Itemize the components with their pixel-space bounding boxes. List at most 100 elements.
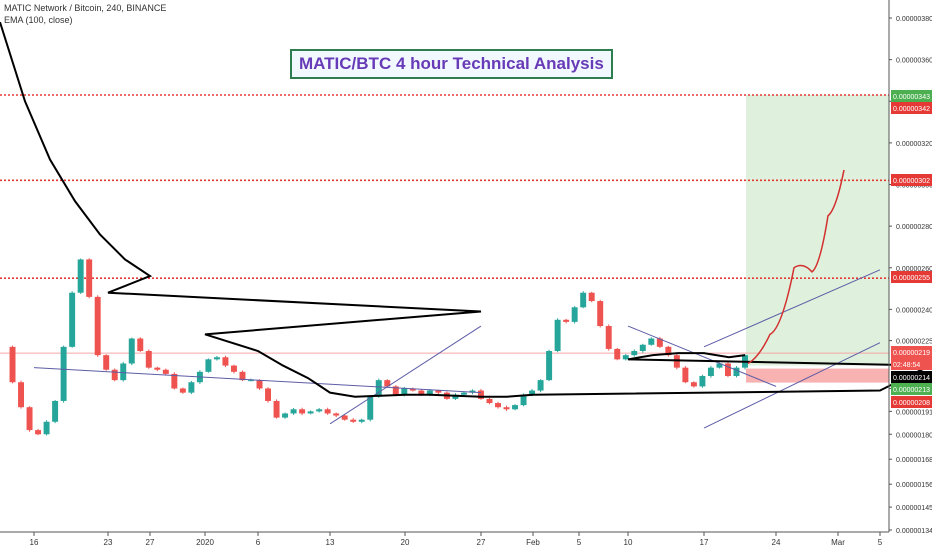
projection-path bbox=[747, 169, 845, 365]
candle-body bbox=[188, 382, 195, 393]
x-tick-label: 5 bbox=[577, 538, 582, 547]
candle-body bbox=[563, 319, 570, 322]
candle-body bbox=[205, 359, 212, 372]
candle-body bbox=[333, 413, 340, 416]
candle-body bbox=[9, 346, 16, 383]
candle-body bbox=[265, 388, 272, 401]
candle-body bbox=[26, 407, 33, 431]
candle-body bbox=[94, 296, 101, 356]
candle-body bbox=[409, 388, 416, 391]
candle-body bbox=[401, 388, 408, 395]
candle-body bbox=[239, 371, 246, 381]
candle-body bbox=[520, 394, 527, 406]
candle-body bbox=[435, 390, 442, 393]
trendline bbox=[703, 342, 881, 429]
candle-body bbox=[503, 407, 510, 410]
candle-body bbox=[571, 307, 578, 322]
x-tick-label: 10 bbox=[624, 538, 633, 547]
y-tick-label: 0.00000300 bbox=[896, 183, 932, 190]
x-tick-label: 13 bbox=[326, 538, 335, 547]
y-tick-label: 0.00000240 bbox=[896, 307, 932, 314]
trendline bbox=[703, 269, 881, 348]
candle-body bbox=[256, 380, 263, 389]
candle-body bbox=[452, 394, 459, 399]
candle-body bbox=[154, 367, 161, 370]
candle-body bbox=[495, 403, 501, 408]
x-tick-label: Feb bbox=[526, 538, 540, 547]
candle-body bbox=[43, 421, 50, 435]
y-tick-label: 0.00000360 bbox=[896, 58, 932, 65]
candle-body bbox=[537, 380, 544, 391]
candle-body bbox=[375, 380, 382, 397]
chart-legend: MATIC Network / Bitcoin, 240, BINANCE EM… bbox=[4, 2, 166, 26]
candle-body bbox=[145, 351, 152, 368]
y-tick-label: 0.00000191 bbox=[896, 409, 932, 416]
candle-body bbox=[580, 292, 587, 308]
candle-body bbox=[673, 355, 680, 368]
candle-body bbox=[350, 419, 357, 422]
x-tick-label: 16 bbox=[30, 538, 39, 547]
candle-body bbox=[469, 390, 476, 393]
candle-body bbox=[341, 415, 348, 420]
chart-title: MATIC/BTC 4 hour Technical Analysis bbox=[290, 49, 613, 79]
candle-body bbox=[69, 292, 76, 347]
y-tick-label: 0.00000134 bbox=[896, 528, 932, 535]
x-tick-label: Mar bbox=[831, 538, 845, 547]
price-label-box bbox=[891, 346, 932, 358]
symbol-info: MATIC Network / Bitcoin, 240, BINANCE bbox=[4, 3, 167, 13]
candle-body bbox=[724, 363, 731, 376]
y-tick-label: 0.00000180 bbox=[896, 432, 932, 439]
candle-body bbox=[282, 413, 289, 418]
candle-body bbox=[486, 398, 493, 404]
candle-body bbox=[358, 419, 365, 422]
y-tick-label: 0.00000320 bbox=[896, 141, 932, 148]
candle-body bbox=[614, 348, 621, 360]
candle-body bbox=[512, 405, 519, 410]
x-tick-label: 5 bbox=[878, 538, 883, 547]
trendline bbox=[627, 325, 777, 387]
stop-zone bbox=[746, 368, 889, 383]
candle-body bbox=[35, 430, 42, 435]
price-label: 0.00000213 bbox=[893, 387, 930, 394]
candle-body bbox=[299, 409, 306, 414]
price-label-box bbox=[891, 396, 932, 408]
candle-body bbox=[460, 392, 467, 395]
candle-body bbox=[418, 390, 425, 395]
price-label-box bbox=[891, 271, 932, 283]
profit-zone bbox=[746, 95, 889, 366]
candle-body bbox=[529, 390, 536, 395]
price-label: 0.00000342 bbox=[893, 106, 930, 113]
price-label: 0.00000302 bbox=[893, 178, 930, 185]
x-tick-label: 27 bbox=[146, 538, 155, 547]
candle-body bbox=[588, 292, 595, 302]
ema-line bbox=[0, 21, 931, 398]
candle-body bbox=[316, 409, 323, 412]
y-tick-label: 0.00000280 bbox=[896, 224, 932, 231]
candle-body bbox=[665, 346, 672, 356]
candle-body bbox=[128, 338, 135, 364]
y-tick-label: 0.00000145 bbox=[896, 505, 932, 512]
candle-body bbox=[384, 380, 391, 387]
price-label: 0.00000343 bbox=[893, 94, 930, 101]
candle-body bbox=[324, 409, 331, 414]
price-label: 0.00000214 bbox=[893, 375, 930, 382]
candle-body bbox=[273, 400, 280, 418]
candle-body bbox=[171, 373, 178, 389]
price-label-box bbox=[891, 383, 932, 395]
price-label: 0.00000208 bbox=[893, 400, 930, 407]
candle-body bbox=[656, 338, 663, 347]
price-label-box bbox=[891, 102, 932, 114]
candle-body bbox=[707, 367, 714, 376]
candle-body bbox=[392, 386, 399, 395]
candle-body bbox=[733, 367, 740, 376]
candle-body bbox=[546, 351, 553, 381]
candle-body bbox=[60, 346, 67, 401]
candle-body bbox=[716, 363, 723, 368]
x-tick-label: 20 bbox=[401, 538, 410, 547]
candle-body bbox=[86, 259, 93, 297]
candle-body bbox=[426, 390, 433, 395]
candle-body bbox=[648, 338, 655, 345]
candle-body bbox=[213, 357, 220, 360]
candle-body bbox=[290, 409, 297, 414]
